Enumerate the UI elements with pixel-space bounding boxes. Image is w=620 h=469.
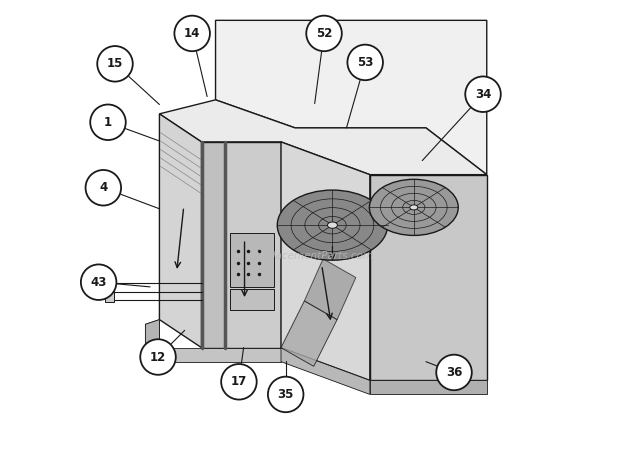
Text: 14: 14 <box>184 27 200 40</box>
Text: 17: 17 <box>231 375 247 388</box>
Text: 43: 43 <box>91 276 107 289</box>
Polygon shape <box>146 319 159 352</box>
Text: 35: 35 <box>278 388 294 401</box>
Text: 15: 15 <box>107 57 123 70</box>
Bar <box>229 289 274 310</box>
Polygon shape <box>370 174 487 380</box>
Ellipse shape <box>410 205 418 210</box>
Ellipse shape <box>370 179 458 235</box>
Bar <box>105 281 113 303</box>
Text: 12: 12 <box>150 350 166 363</box>
Polygon shape <box>216 20 487 174</box>
Circle shape <box>97 46 133 82</box>
Polygon shape <box>281 142 370 380</box>
Circle shape <box>91 105 126 140</box>
Polygon shape <box>159 100 487 174</box>
Text: eReplacementParts.com: eReplacementParts.com <box>246 250 374 261</box>
Polygon shape <box>304 259 356 319</box>
Polygon shape <box>225 142 281 348</box>
Ellipse shape <box>277 190 388 260</box>
Polygon shape <box>159 114 202 348</box>
Text: 36: 36 <box>446 366 463 379</box>
Polygon shape <box>146 319 159 352</box>
Circle shape <box>465 76 501 112</box>
Polygon shape <box>370 380 487 394</box>
Circle shape <box>140 339 176 375</box>
Circle shape <box>347 45 383 80</box>
Polygon shape <box>281 301 337 366</box>
Text: 4: 4 <box>99 181 107 194</box>
Ellipse shape <box>327 222 337 228</box>
Circle shape <box>306 15 342 51</box>
Text: 1: 1 <box>104 116 112 129</box>
Text: 52: 52 <box>316 27 332 40</box>
Circle shape <box>221 364 257 400</box>
Polygon shape <box>159 319 281 362</box>
Circle shape <box>86 170 121 205</box>
Circle shape <box>174 15 210 51</box>
Circle shape <box>268 377 303 412</box>
Polygon shape <box>281 348 370 394</box>
Text: 53: 53 <box>357 56 373 69</box>
Circle shape <box>436 355 472 390</box>
Circle shape <box>81 265 117 300</box>
Bar <box>229 233 274 287</box>
Polygon shape <box>202 142 225 348</box>
Text: 34: 34 <box>475 88 491 101</box>
